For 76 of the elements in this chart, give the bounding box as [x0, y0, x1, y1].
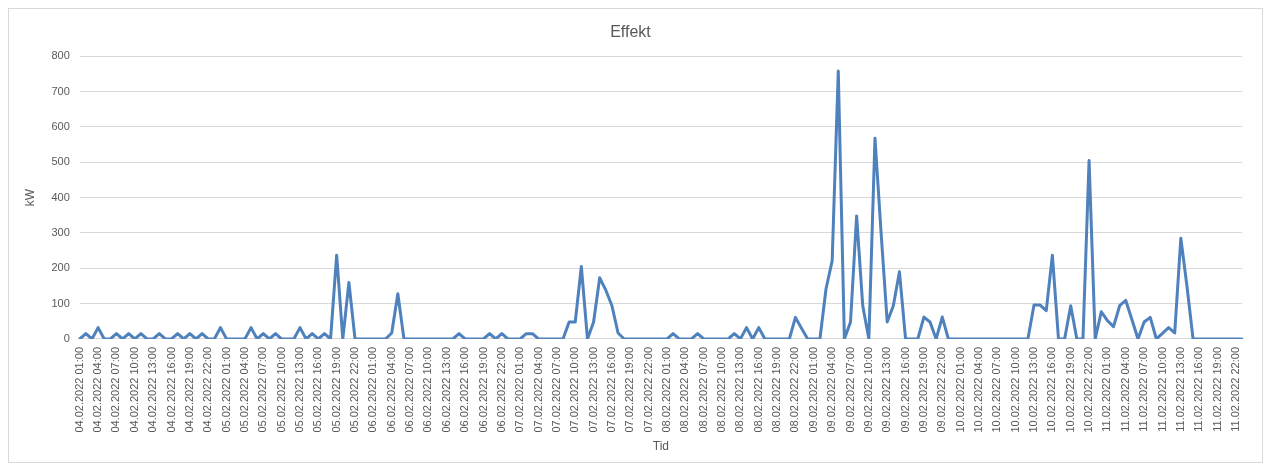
x-tick-label: 09.02.2022 13:00	[880, 346, 893, 433]
y-tick-label: 600	[51, 119, 70, 132]
x-tick-label: 10.02.2022 10:00	[1008, 346, 1021, 433]
x-tick-label: 04.02.2022 16:00	[164, 346, 177, 433]
x-tick-label: 09.02.2022 19:00	[916, 346, 929, 433]
x-tick-label: 05.02.2022 01:00	[219, 346, 232, 433]
x-tick-label: 08.02.2022 10:00	[715, 346, 728, 433]
x-tick-label: 04.02.2022 04:00	[91, 346, 104, 433]
x-tick-label: 10.02.2022 16:00	[1045, 346, 1058, 433]
x-tick-label: 05.02.2022 16:00	[311, 346, 324, 433]
x-tick-label: 08.02.2022 16:00	[751, 346, 764, 433]
x-tick-label: 06.02.2022 19:00	[476, 346, 489, 433]
x-tick-label: 10.02.2022 22:00	[1082, 346, 1095, 433]
x-tick-label: 06.02.2022 10:00	[421, 346, 434, 433]
x-tick-label: 05.02.2022 10:00	[274, 346, 287, 433]
x-tick-label: 11.02.2022 07:00	[1137, 346, 1150, 432]
x-tick-label: 05.02.2022 19:00	[329, 346, 342, 433]
x-tick-label: 09.02.2022 04:00	[825, 346, 838, 433]
x-tick-label: 08.02.2022 13:00	[733, 346, 746, 433]
x-tick-label: 04.02.2022 13:00	[146, 346, 159, 433]
x-tick-label: 06.02.2022 22:00	[494, 346, 507, 433]
x-tick-label: 05.02.2022 04:00	[237, 346, 250, 433]
x-tick-label: 04.02.2022 19:00	[182, 346, 195, 433]
x-tick-label: 04.02.2022 22:00	[201, 346, 214, 433]
x-tick-label: 11.02.2022 16:00	[1192, 346, 1205, 432]
x-tick-label: 09.02.2022 07:00	[843, 346, 856, 433]
x-tick-label: 07.02.2022 13:00	[586, 346, 599, 433]
x-tick-label: 05.02.2022 13:00	[293, 346, 305, 433]
y-tick-label: 300	[51, 225, 70, 238]
x-tick-label: 10.02.2022 13:00	[1027, 346, 1040, 433]
x-tick-label: 09.02.2022 10:00	[861, 346, 874, 433]
x-tick-label: 07.02.2022 16:00	[604, 346, 617, 433]
x-tick-label: 07.02.2022 19:00	[623, 346, 636, 433]
x-axis-title: Tid	[652, 439, 669, 454]
x-tick-label: 05.02.2022 07:00	[256, 346, 269, 433]
x-tick-label: 11.02.2022 04:00	[1118, 346, 1131, 432]
x-tick-label: 08.02.2022 22:00	[788, 346, 801, 433]
x-tick-label: 11.02.2022 22:00	[1228, 346, 1241, 432]
y-tick-label: 800	[51, 49, 70, 62]
x-tick-label: 08.02.2022 04:00	[678, 346, 691, 433]
y-tick-label: 100	[51, 296, 70, 309]
x-tick-label: 11.02.2022 13:00	[1173, 346, 1186, 432]
x-tick-label: 11.02.2022 10:00	[1155, 346, 1168, 432]
x-tick-label: 06.02.2022 07:00	[403, 346, 416, 433]
y-tick-label: 200	[51, 261, 70, 274]
x-tick-label: 07.02.2022 01:00	[513, 346, 526, 433]
x-tick-label: 08.02.2022 07:00	[696, 346, 709, 433]
chart-title: Effekt	[610, 23, 652, 41]
x-tick-label: 07.02.2022 10:00	[568, 346, 581, 433]
x-tick-label: 04.02.2022 07:00	[109, 346, 122, 433]
x-tick-label: 04.02.2022 10:00	[127, 346, 140, 433]
x-tick-label: 06.02.2022 01:00	[366, 346, 379, 433]
y-tick-label: 0	[63, 331, 70, 344]
x-tick-label: 09.02.2022 01:00	[806, 346, 819, 433]
x-tick-label: 09.02.2022 16:00	[898, 346, 911, 433]
y-tick-label: 500	[51, 155, 70, 168]
x-tick-label: 08.02.2022 01:00	[660, 346, 673, 433]
x-tick-label: 09.02.2022 22:00	[935, 346, 948, 433]
y-axis-title: kW	[22, 188, 37, 207]
x-tick-label: 06.02.2022 13:00	[439, 346, 452, 433]
x-tick-label: 07.02.2022 04:00	[531, 346, 544, 433]
x-tick-label: 04.02.2022 01:00	[72, 346, 85, 433]
x-tick-label: 06.02.2022 16:00	[458, 346, 471, 433]
y-tick-label: 700	[51, 84, 70, 97]
x-tick-label: 06.02.2022 04:00	[384, 346, 397, 433]
x-tick-label: 07.02.2022 22:00	[641, 346, 654, 433]
x-tick-label: 11.02.2022 01:00	[1100, 346, 1113, 432]
x-tick-label: 10.02.2022 04:00	[972, 346, 984, 433]
x-tick-label: 08.02.2022 19:00	[770, 346, 783, 433]
x-tick-label: 11.02.2022 19:00	[1210, 346, 1223, 432]
x-tick-label: 05.02.2022 22:00	[348, 346, 361, 433]
x-tick-label: 10.02.2022 07:00	[990, 346, 1003, 433]
y-tick-label: 400	[51, 190, 70, 203]
x-tick-label: 10.02.2022 19:00	[1063, 346, 1076, 433]
x-tick-label: 07.02.2022 07:00	[549, 346, 562, 433]
x-tick-label: 10.02.2022 01:00	[953, 346, 966, 433]
